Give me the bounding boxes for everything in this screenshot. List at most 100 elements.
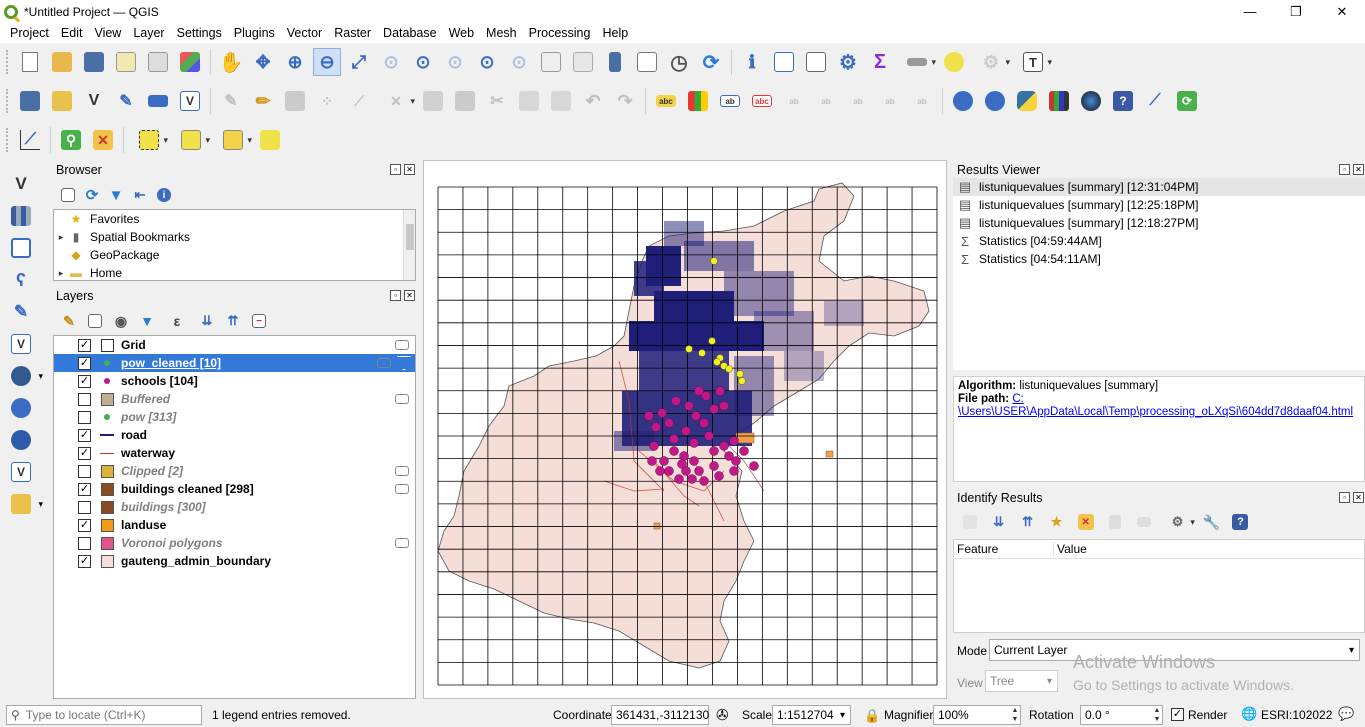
- layer-row[interactable]: ✓ Grid: [54, 336, 415, 354]
- browser-filter-button[interactable]: ▼: [106, 185, 126, 205]
- zoom-to-layer-button[interactable]: ⊙: [409, 48, 437, 76]
- layer-indicator-icon[interactable]: [395, 538, 409, 548]
- delete-selected-button[interactable]: [451, 87, 479, 115]
- minimize-button[interactable]: —: [1243, 4, 1257, 19]
- rotate-label-button[interactable]: ab: [812, 87, 840, 115]
- menu-layer[interactable]: Layer: [133, 26, 165, 40]
- zoom-next-button[interactable]: ⊙: [505, 48, 533, 76]
- collapse-all-button[interactable]: ⇤: [130, 185, 150, 205]
- filter-by-expression-button[interactable]: ε: [162, 311, 192, 331]
- georeferencer-button[interactable]: ⟋: [1141, 87, 1169, 115]
- zoom-out-button[interactable]: ⊖: [313, 48, 341, 76]
- coordinate-field[interactable]: 361431,-3112130: [611, 705, 709, 725]
- move-label-button[interactable]: ab: [780, 87, 808, 115]
- new-geopackage-layer-button[interactable]: [48, 87, 76, 115]
- identify-settings-button[interactable]: 🔧: [1199, 512, 1224, 532]
- browser-refresh-button[interactable]: ⟳: [82, 185, 102, 205]
- layer-row[interactable]: ✓ landuse: [54, 516, 415, 534]
- results-item[interactable]: ▤ listuniquevalues [summary] [12:25:18PM]: [958, 197, 1199, 212]
- layer-row[interactable]: Voronoi polygons: [54, 534, 415, 552]
- undo-button[interactable]: ↶: [579, 87, 607, 115]
- show-hide-labels-button[interactable]: ab: [908, 87, 936, 115]
- save-layer-edits-button[interactable]: [281, 87, 309, 115]
- browser-scrollbar[interactable]: [403, 210, 415, 280]
- new-project-button[interactable]: [16, 48, 44, 76]
- processing-toolbox-button[interactable]: ⚙: [834, 48, 862, 76]
- layer-visibility-checkbox[interactable]: [78, 500, 91, 514]
- browser-properties-button[interactable]: i: [154, 185, 174, 205]
- help-button[interactable]: ?: [1109, 87, 1137, 115]
- results-item[interactable]: Σ Statistics [04:54:11AM]: [953, 250, 1365, 268]
- layer-row[interactable]: pow [313]: [54, 408, 415, 426]
- toolbar-grip[interactable]: [6, 50, 10, 74]
- filepath-link[interactable]: C:: [1012, 393, 1024, 405]
- layer-visibility-checkbox[interactable]: ✓: [78, 374, 91, 388]
- layer-row[interactable]: buildings [300]: [54, 498, 415, 516]
- add-feature-button[interactable]: ⁘: [313, 87, 341, 115]
- pan-map-button[interactable]: ✋: [217, 48, 245, 76]
- open-layer-styling-button[interactable]: ✎: [58, 311, 80, 331]
- highlight-pinned-labels-button[interactable]: ab: [716, 87, 744, 115]
- raster-calculator-button[interactable]: [1045, 87, 1073, 115]
- annotation-button[interactable]: ⚙: [972, 48, 1010, 76]
- expand-arrow-icon[interactable]: ▸: [58, 267, 64, 278]
- close-panel-button[interactable]: ✕: [404, 290, 415, 301]
- quickmapservices-button[interactable]: [1077, 87, 1105, 115]
- layer-diagram-button[interactable]: [684, 87, 712, 115]
- new-spatialite-layer-button[interactable]: [144, 87, 172, 115]
- collapse-all-layers-button[interactable]: ⇈: [222, 311, 244, 331]
- new-shapefile-layer-button[interactable]: V: [80, 87, 108, 115]
- new-print-layout-button[interactable]: [112, 48, 140, 76]
- identify-collapse-button[interactable]: ⇈: [1015, 512, 1040, 532]
- menu-web[interactable]: Web: [448, 26, 475, 40]
- menu-view[interactable]: View: [94, 26, 122, 40]
- add-selected-layers-button[interactable]: [58, 185, 78, 205]
- select-features-button[interactable]: [130, 126, 168, 154]
- menu-vector[interactable]: Vector: [286, 26, 323, 40]
- text-annotation-button[interactable]: T: [1014, 48, 1052, 76]
- maximize-button[interactable]: ❐: [1290, 3, 1302, 19]
- new-3d-map-view-button[interactable]: [569, 48, 597, 76]
- manage-map-themes-button[interactable]: ◉: [110, 311, 132, 331]
- zoom-to-selection-button[interactable]: ⊙: [377, 48, 405, 76]
- map-canvas[interactable]: [423, 160, 947, 699]
- view-select[interactable]: Tree: [985, 670, 1058, 692]
- close-panel-button[interactable]: ✕: [404, 164, 415, 175]
- python-console-button[interactable]: [1013, 87, 1041, 115]
- toolbar-grip[interactable]: [6, 89, 10, 113]
- feature-column-header[interactable]: Feature: [954, 542, 1054, 556]
- layer-row[interactable]: ✓ waterway: [54, 444, 415, 462]
- crs-button[interactable]: ESRI:102022: [1261, 708, 1333, 722]
- save-project-button[interactable]: [80, 48, 108, 76]
- identify-features-button[interactable]: ℹ: [738, 48, 766, 76]
- data-source-manager-button[interactable]: [16, 87, 44, 115]
- select-by-expression-button[interactable]: [172, 126, 210, 154]
- scale-select[interactable]: 1:1512704: [772, 705, 851, 725]
- select-location-button[interactable]: [256, 126, 284, 154]
- cut-features-button[interactable]: ✂: [483, 87, 511, 115]
- browser-item-spatial-bookmarks[interactable]: ▸ ▮ Spatial Bookmarks: [54, 228, 415, 246]
- layer-visibility-checkbox[interactable]: ✓: [78, 428, 91, 442]
- profile-tool-button[interactable]: ⟋: [16, 126, 44, 154]
- layer-indicator-icon[interactable]: [395, 394, 409, 404]
- browser-item-favorites[interactable]: ★ Favorites: [54, 210, 415, 228]
- layout-manager-button[interactable]: [144, 48, 172, 76]
- layer-indicator-icon[interactable]: [395, 340, 409, 350]
- zoom-native-button[interactable]: ⊙: [441, 48, 469, 76]
- layer-indicator-icon[interactable]: [395, 484, 409, 494]
- identify-copy-button[interactable]: [1102, 512, 1127, 532]
- layer-row[interactable]: ✓ buildings cleaned [298]: [54, 480, 415, 498]
- layer-visibility-checkbox[interactable]: ✓: [78, 446, 91, 460]
- close-panel-button[interactable]: ✕: [1353, 164, 1364, 175]
- add-geopackage-layer-button[interactable]: [5, 488, 45, 520]
- menu-raster[interactable]: Raster: [334, 26, 372, 40]
- close-panel-button[interactable]: ✕: [1353, 492, 1364, 503]
- add-wfs-layer-button[interactable]: V: [5, 456, 45, 488]
- map-tips-button[interactable]: [940, 48, 968, 76]
- change-label-button[interactable]: ab: [844, 87, 872, 115]
- rotation-spin-arrows[interactable]: ▲ ▼: [1153, 707, 1161, 723]
- add-delimited-text-button[interactable]: ʕ: [5, 264, 45, 296]
- zoom-in-button[interactable]: ⊕: [281, 48, 309, 76]
- filter-legend-button[interactable]: ▼: [136, 311, 158, 331]
- layer-visibility-checkbox[interactable]: ✓: [78, 518, 91, 532]
